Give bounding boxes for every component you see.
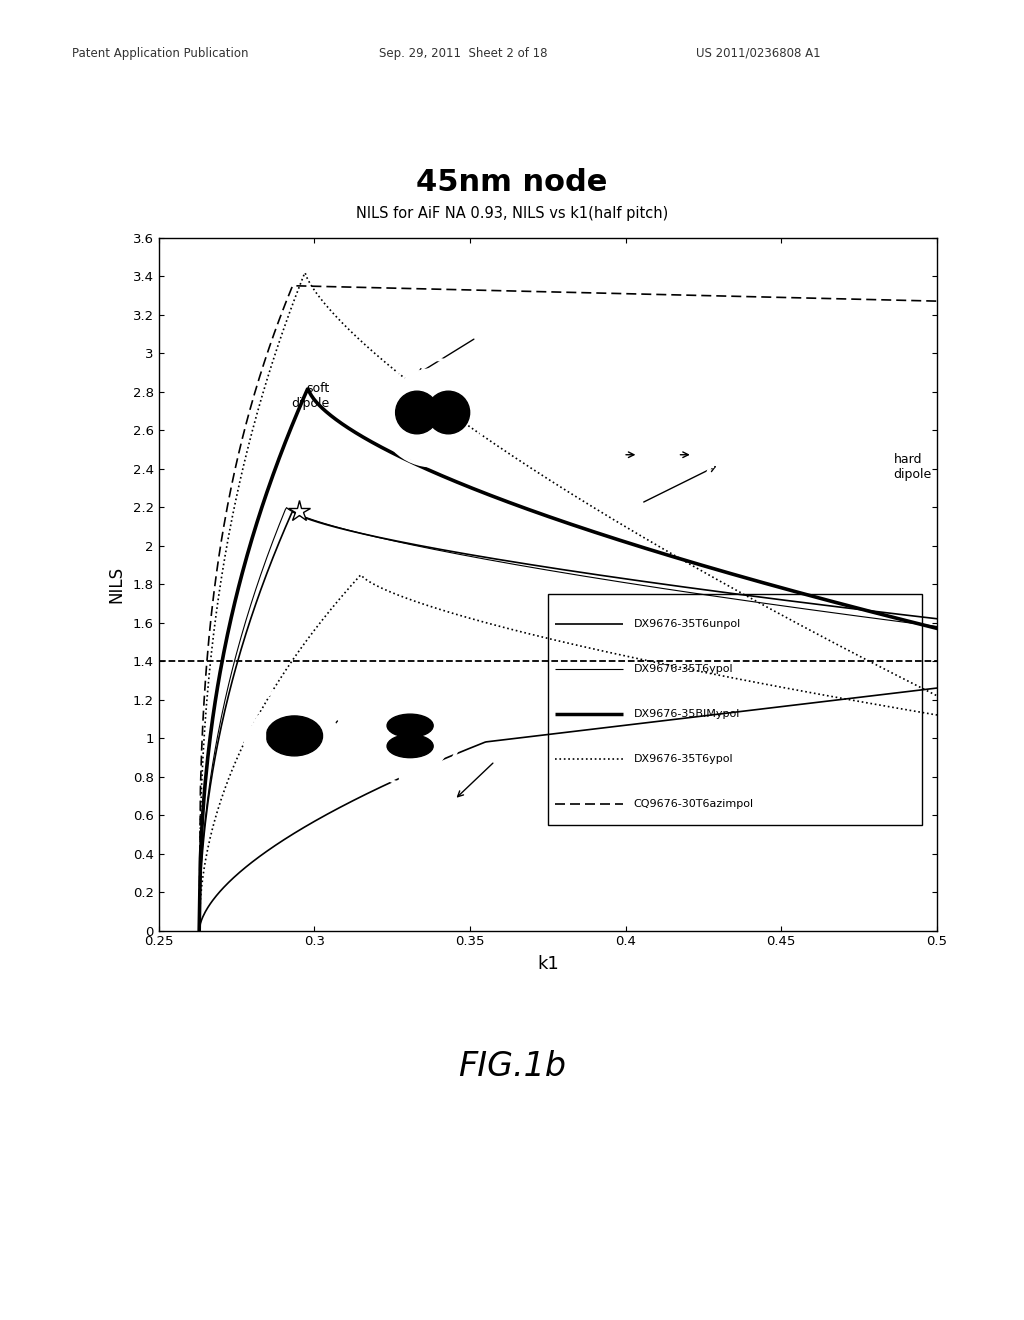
Text: Patent Application Publication: Patent Application Publication <box>72 46 248 59</box>
Y-axis label: NILS: NILS <box>108 565 126 603</box>
Ellipse shape <box>251 700 338 772</box>
Text: FIG.1b: FIG.1b <box>458 1049 566 1082</box>
Text: DX9676-35BIMypol: DX9676-35BIMypol <box>634 709 740 719</box>
Ellipse shape <box>387 735 433 758</box>
Wedge shape <box>432 375 455 412</box>
Wedge shape <box>373 737 447 776</box>
Circle shape <box>427 391 470 434</box>
Wedge shape <box>389 368 455 457</box>
Bar <box>689 442 713 467</box>
Text: DX9676-35T6ypol: DX9676-35T6ypol <box>634 664 733 675</box>
Bar <box>324 726 344 746</box>
Text: NILS for AiF NA 0.93, NILS vs k1(half pitch): NILS for AiF NA 0.93, NILS vs k1(half pi… <box>356 206 668 220</box>
Text: soft
dipole: soft dipole <box>292 381 330 411</box>
Bar <box>603 442 627 467</box>
Bar <box>244 726 264 746</box>
Text: hard
dipole: hard dipole <box>893 453 932 482</box>
Text: DX9676-35T6unpol: DX9676-35T6unpol <box>634 619 741 630</box>
Bar <box>398 688 422 708</box>
Text: Sep. 29, 2011  Sheet 2 of 18: Sep. 29, 2011 Sheet 2 of 18 <box>379 46 548 59</box>
X-axis label: k1: k1 <box>537 956 559 973</box>
Text: DX9676-35T6ypol: DX9676-35T6ypol <box>634 754 733 764</box>
Ellipse shape <box>387 714 433 737</box>
Bar <box>398 764 422 784</box>
Circle shape <box>395 391 438 434</box>
Wedge shape <box>373 696 447 737</box>
Text: CQ9676-30T6azimpol: CQ9676-30T6azimpol <box>634 799 754 809</box>
Ellipse shape <box>266 715 323 756</box>
Text: 45nm node: 45nm node <box>417 169 607 198</box>
Text: US 2011/0236808 A1: US 2011/0236808 A1 <box>696 46 821 59</box>
